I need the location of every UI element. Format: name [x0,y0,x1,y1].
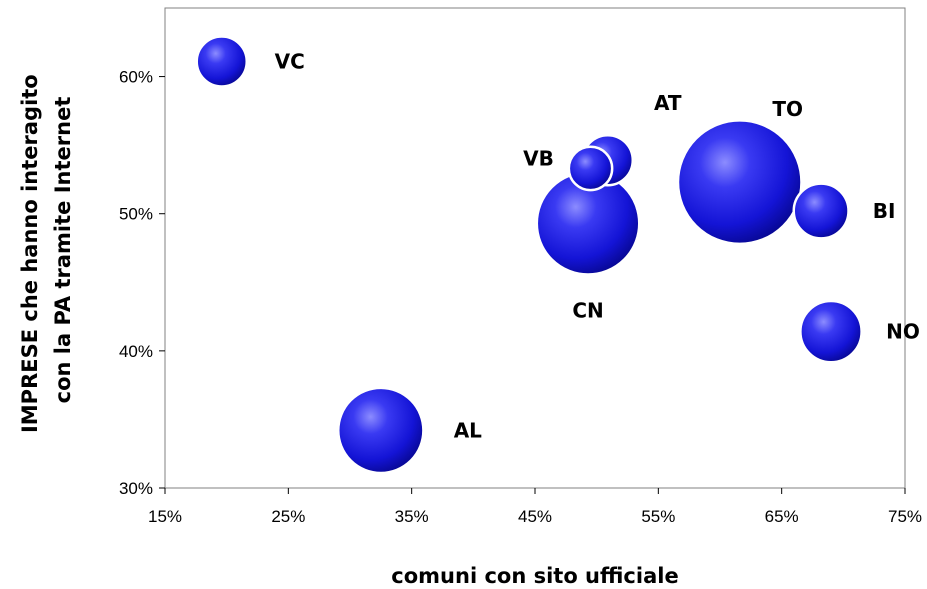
bubble-vb [567,145,614,192]
x-tick-label: 35% [395,507,429,526]
x-tick-label: 25% [271,507,305,526]
label-to: TO [772,97,803,121]
y-axis-title: IMPRESE che hanno interagito con la PA t… [18,67,75,433]
x-axis-title: comuni con sito ufficiale [391,564,678,588]
x-tick-label: 75% [888,507,922,526]
bubble-bi [792,182,850,240]
x-axis: 15% 25% 35% 45% 55% 65% 75% [148,488,922,526]
bubble-no [799,299,863,364]
y-axis: 30% 40% 50% 60% [119,68,165,498]
y-axis-title-line1: IMPRESE che hanno interagito [18,74,42,433]
y-tick-label: 40% [119,342,153,361]
x-tick-label: 55% [641,507,675,526]
y-tick-label: 50% [119,205,153,224]
label-no: NO [886,320,920,344]
x-tick-label: 15% [148,507,182,526]
y-tick-label: 30% [119,479,153,498]
label-cn: CN [572,298,603,322]
x-tick-label: 45% [518,507,552,526]
plot-area [164,7,906,489]
label-vb: VB [523,146,554,170]
y-tick-label: 60% [119,68,153,87]
y-axis-title-line2: con la PA tramite Internet [51,97,75,404]
point-labels: VC AT VB CN TO BI NO AL [275,49,920,442]
bubble-al [337,386,425,475]
label-bi: BI [873,199,896,223]
bubble-to [676,119,803,246]
label-al: AL [454,418,482,442]
label-at: AT [654,91,682,115]
label-vc: VC [275,49,305,73]
bubble-series [195,35,863,475]
x-tick-label: 65% [765,507,799,526]
bubble-vc [195,35,248,88]
